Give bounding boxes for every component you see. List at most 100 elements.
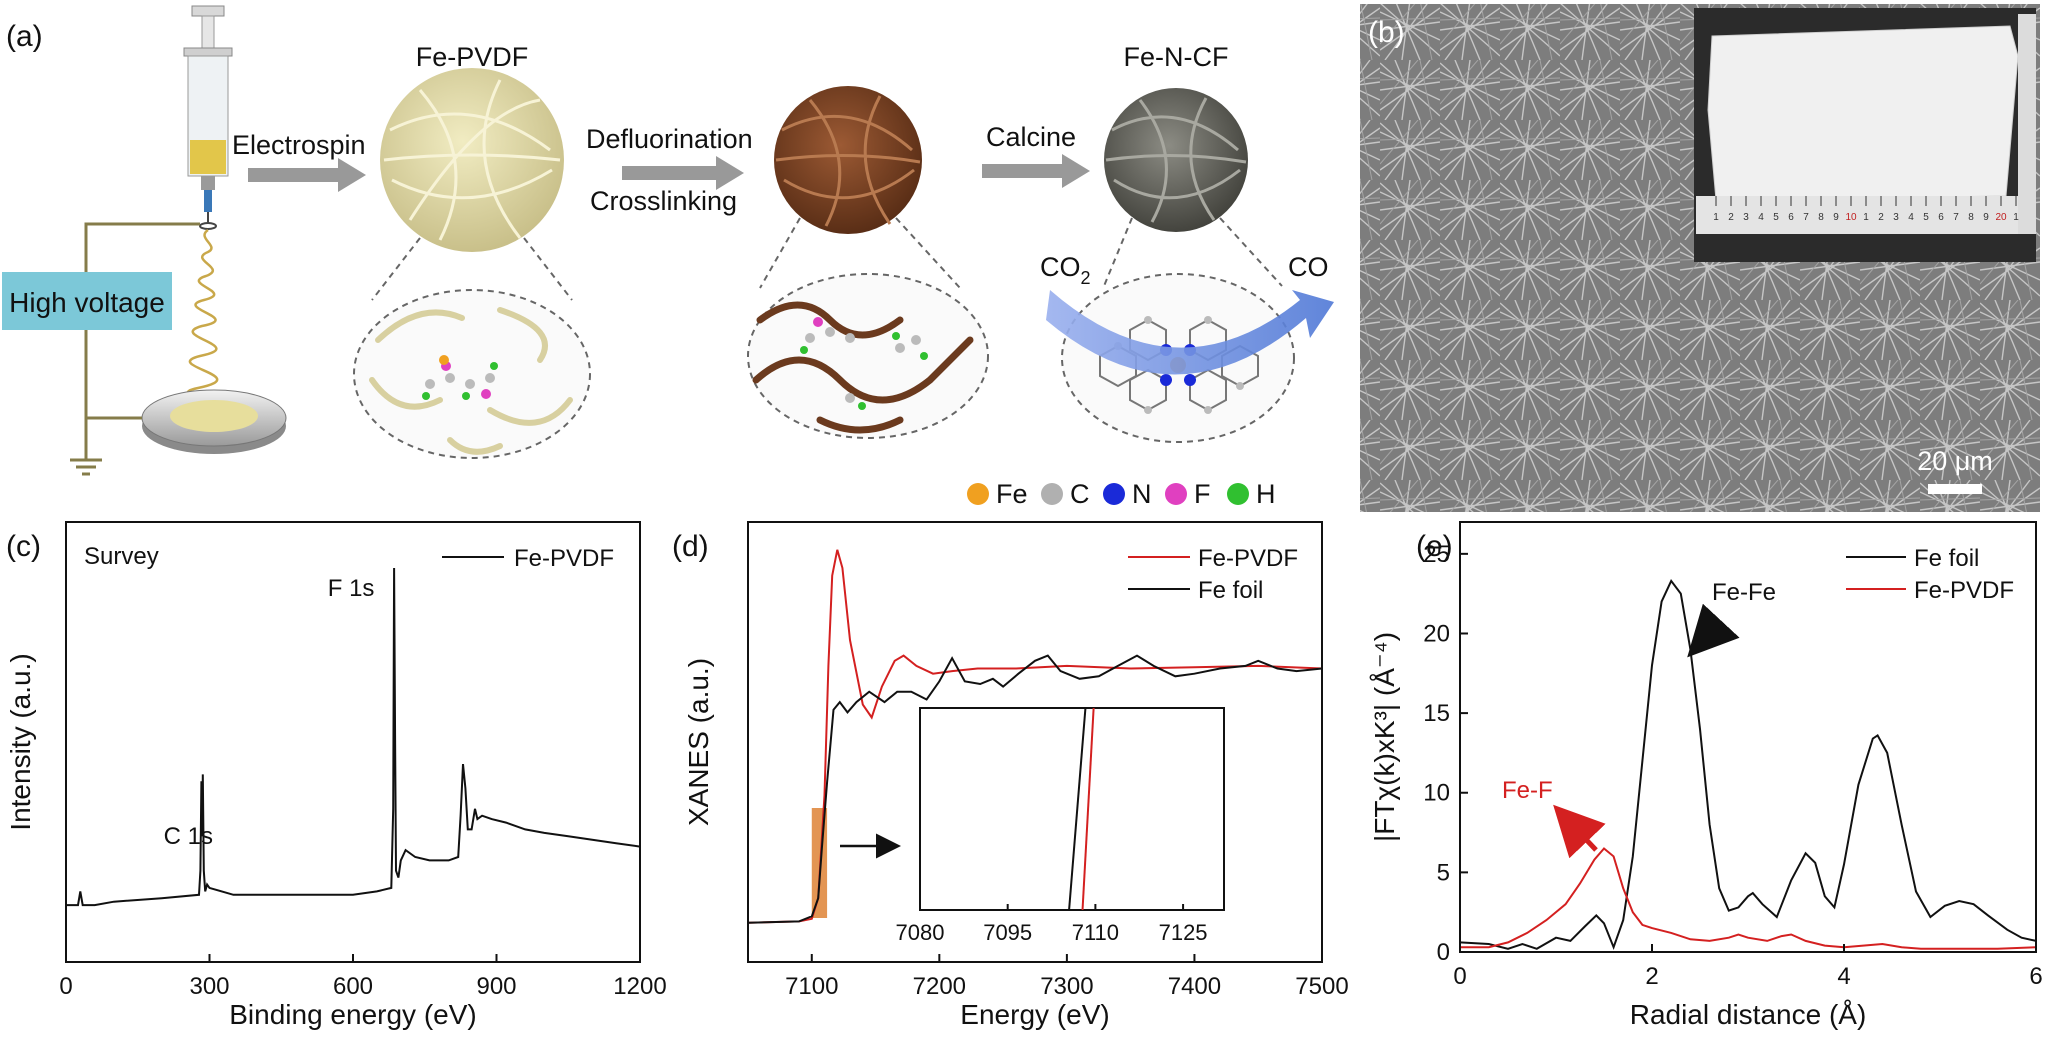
y-axis-label-e: |FTχ(k)xK³| (Å⁻⁴) (1369, 632, 1400, 842)
x-tick-label: 900 (476, 973, 516, 1000)
y-axis-label-d: XANES (a.u.) (683, 658, 714, 826)
ruler-mark: 4 (1758, 212, 1764, 223)
scale-bar (1928, 484, 1982, 494)
panel-label-e: (e) (1416, 530, 1453, 563)
inset-tick-label: 7110 (1072, 920, 1119, 945)
x-tick-label: 4 (1837, 963, 1850, 990)
process-arrow-2 (622, 156, 744, 190)
syringe-icon (183, 5, 233, 230)
ruler-mark: 6 (1788, 212, 1794, 223)
step-defluorination-label: Defluorination (586, 124, 753, 154)
ruler-mark: 2 (1728, 212, 1734, 223)
ruler-mark: 7 (1803, 212, 1809, 223)
axis-ticks-e: 0 2 4 6 0 5 10 15 20 25 (1423, 541, 2042, 990)
material-fe-n-cf-label: Fe-N-CF (1124, 42, 1229, 72)
x-tick-label: 7100 (785, 973, 838, 1000)
fiber-jet (186, 228, 223, 412)
inset-tick-label: 7125 (1159, 920, 1208, 945)
legend-atom-n-icon (1103, 483, 1125, 505)
step-electrospin-label: Electrospin (232, 130, 366, 160)
x-tick-label: 7400 (1168, 973, 1221, 1000)
x-tick-label: 6 (2029, 963, 2042, 990)
panel-d-xanes-chart: (d) 7100 7200 7300 7400 7500 Fe-PVDF Fe foil… (672, 521, 1349, 1030)
legend-atom-f-icon (1165, 483, 1187, 505)
ruler-mark: 3 (1893, 212, 1899, 223)
x-tick-label: 7200 (913, 973, 966, 1000)
series-line-fe-foil-xanes (747, 654, 1323, 924)
legend-atom-label: C (1070, 479, 1090, 509)
co2-label: CO2 (1040, 252, 1091, 288)
x-tick-label: 0 (1453, 963, 1466, 990)
ruler-mark: 10 (1845, 212, 1857, 223)
legend-label-fe-foil-d: Fe foil (1198, 577, 1263, 604)
y-tick-label: 20 (1423, 620, 1450, 647)
legend-atom-h-icon (1227, 483, 1249, 505)
annotation-fe-fe: Fe-Fe (1712, 579, 1776, 606)
ruler-mark: 1 (2013, 212, 2019, 223)
panel-c-xps-chart: (c) 0 300 600 900 1200 Survey Fe-PVDF C 1s F… (5, 521, 667, 1030)
inset-crosslinked-chains (747, 273, 989, 439)
plot-frame-e (1459, 521, 2037, 953)
inset-tick-label: 7080 (896, 920, 945, 945)
survey-annotation: Survey (84, 543, 159, 570)
annotation-fe-f: Fe-F (1502, 777, 1553, 804)
panel-e-exafs-chart: (e) 0 2 4 6 0 5 10 15 20 25 Fe foil Fe-PVDF Fe-Fe… (1369, 521, 2043, 1030)
y-tick-label: 10 (1423, 780, 1450, 807)
process-arrow-1 (248, 158, 366, 192)
x-axis-label-e: Radial distance (Å) (1630, 999, 1867, 1030)
annotation-arrow-fe-f (1553, 804, 1606, 859)
x-ticks-c: 0 300 600 900 1200 (59, 954, 667, 1000)
inset-line-fe-foil (1068, 707, 1087, 911)
series-line-fe-pvdf-xanes (747, 549, 1323, 924)
x-tick-label: 300 (189, 973, 229, 1000)
legend-atom-c-icon (1041, 483, 1063, 505)
ruler-mark: 5 (1773, 212, 1779, 223)
legend-label-fe-pvdf-e: Fe-PVDF (1914, 577, 2014, 604)
x-tick-label: 0 (59, 973, 72, 1000)
ruler-mark: 20 (1995, 212, 2007, 223)
ruler-mark: 8 (1968, 212, 1974, 223)
atom-legend: Fe C N F H (967, 479, 1276, 509)
fiber-ball-fe-pvdf (380, 68, 564, 252)
high-voltage-box (2, 272, 172, 330)
x-axis-label-c: Binding energy (eV) (229, 999, 476, 1030)
circuit-wires (70, 222, 200, 476)
ruler-mark: 1 (1713, 212, 1719, 223)
fiber-ball-defluorinated (774, 86, 922, 234)
series-line-fe-pvdf-exafs (1460, 847, 2037, 950)
ruler-mark: 6 (1938, 212, 1944, 223)
ruler-mark: 3 (1743, 212, 1749, 223)
y-tick-label: 25 (1423, 541, 1450, 568)
legend-label-c: Fe-PVDF (514, 545, 614, 572)
panel-a-schematic: (a) High (2, 5, 1334, 509)
panel-label-d: (d) (672, 530, 709, 563)
x-tick-label: 1200 (613, 973, 666, 1000)
ruler-mark: 5 (1923, 212, 1929, 223)
fiber-ball-fe-n-cf (1104, 88, 1248, 232)
panel-b-sem-image: (b) 1 2 3 4 5 6 7 8 9 10 1 2 3 4 5 6 7 8 9 20 1 20 μm (1360, 4, 2040, 512)
plot-frame-d (747, 521, 1323, 963)
y-tick-label: 0 (1437, 939, 1450, 966)
step-calcine-label: Calcine (986, 122, 1076, 152)
y-tick-label: 5 (1437, 859, 1450, 886)
inset-tick-label: 7095 (983, 920, 1032, 945)
x-tick-label: 2 (1645, 963, 1658, 990)
y-axis-label-c: Intensity (a.u.) (5, 653, 36, 830)
co-label: CO (1288, 252, 1329, 282)
x-tick-label: 7500 (1295, 973, 1348, 1000)
x-tick-label: 600 (333, 973, 373, 1000)
panel-label-a: (a) (6, 20, 43, 53)
peak-label-f1s: F 1s (328, 575, 375, 602)
legend-label-fe-pvdf-d: Fe-PVDF (1198, 545, 1298, 572)
high-voltage-label: High voltage (9, 287, 165, 318)
legend-atom-label: F (1194, 479, 1211, 509)
process-arrow-3 (982, 154, 1090, 188)
legend-label-fe-foil-e: Fe foil (1914, 545, 1979, 572)
ruler-mark: 1 (1863, 212, 1869, 223)
annotation-arrow-fe-fe (1687, 603, 1740, 658)
zoom-lines (371, 217, 1283, 301)
inset-line-fe-pvdf (1081, 707, 1095, 911)
x-ticks-d: 7100 7200 7300 7400 7500 (785, 954, 1349, 1000)
legend-atom-label: Fe (996, 479, 1028, 509)
